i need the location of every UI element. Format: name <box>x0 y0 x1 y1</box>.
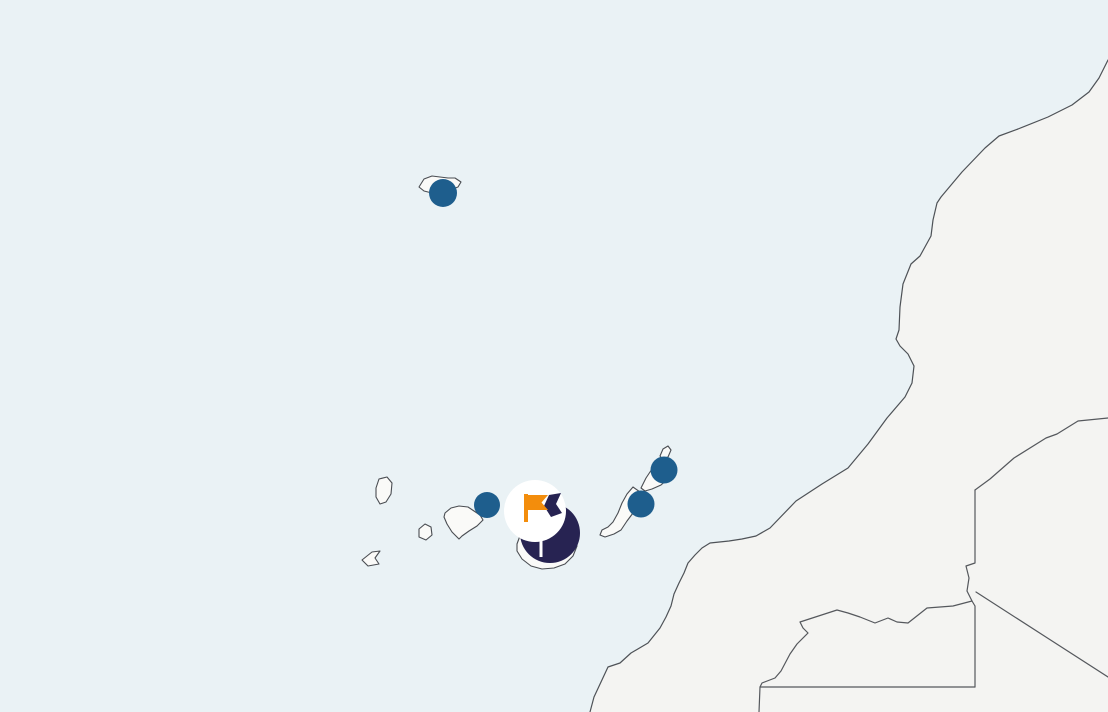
map-marker-madeira[interactable] <box>429 179 457 207</box>
island-la-gomera <box>418 523 433 541</box>
cluster-flag-notch <box>544 493 562 517</box>
flag-pennant <box>528 495 548 510</box>
island-tenerife <box>443 505 484 540</box>
border-line-west-wiggle <box>758 600 973 712</box>
border-line-vertical <box>965 489 976 688</box>
map-marker-fuerteventura[interactable] <box>627 490 655 518</box>
map-marker-tenerife[interactable] <box>474 492 500 518</box>
flag-pole <box>524 494 528 522</box>
border-line-northeast <box>974 417 1108 491</box>
map-marker-lanzarote[interactable] <box>650 456 678 484</box>
island-la-palma <box>375 476 393 505</box>
mainland-africa <box>590 60 1108 712</box>
cluster-flag-pole <box>539 515 543 557</box>
flag-icon <box>524 494 548 522</box>
coastline <box>589 59 1108 712</box>
border-line-southeast-diagonal <box>975 591 1108 678</box>
island-el-hierro <box>361 550 381 567</box>
